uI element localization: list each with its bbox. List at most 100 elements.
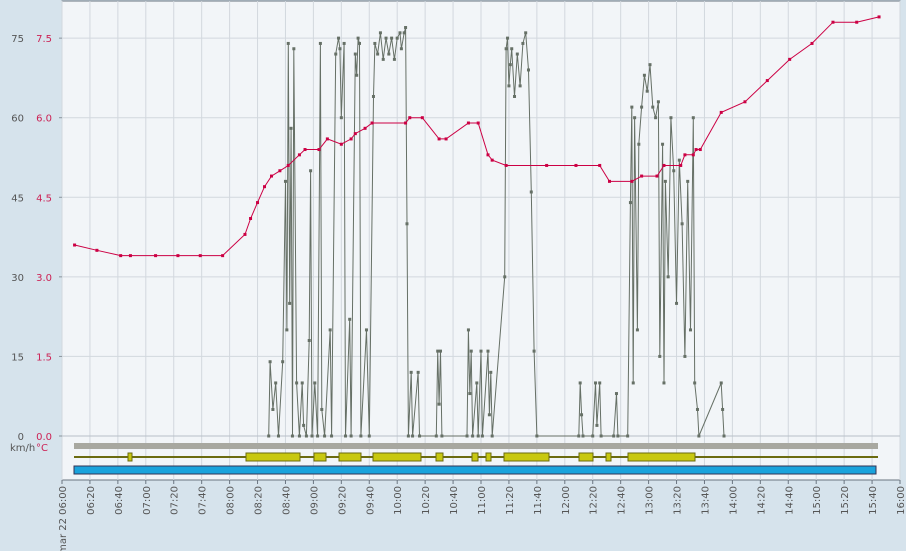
- y2-tick-label: 1.5: [36, 352, 52, 363]
- x-tick-label: 11:00: [477, 486, 488, 515]
- point: [535, 434, 539, 438]
- point: [469, 349, 473, 353]
- segment: [471, 452, 479, 462]
- point: [651, 105, 655, 109]
- point: [297, 434, 301, 438]
- point: [574, 163, 578, 167]
- y2-tick-label: 6.0: [36, 114, 52, 125]
- session-bar: [73, 465, 877, 475]
- point: [438, 349, 442, 353]
- x-tick-label: 10:40: [449, 486, 460, 515]
- point: [635, 328, 639, 332]
- y2-tick-label: 4.5: [36, 193, 52, 204]
- point: [283, 179, 287, 183]
- point: [663, 179, 667, 183]
- point: [658, 354, 662, 358]
- point: [381, 57, 385, 61]
- point: [390, 36, 394, 40]
- point: [395, 36, 399, 40]
- point: [367, 434, 371, 438]
- point: [198, 254, 202, 258]
- point: [288, 301, 292, 305]
- point: [721, 407, 725, 411]
- point: [402, 31, 406, 35]
- point: [679, 163, 683, 167]
- point: [545, 163, 549, 167]
- point: [325, 137, 329, 141]
- y-tick-label: 30: [11, 273, 24, 284]
- point: [475, 381, 479, 385]
- y-tick-label: 45: [11, 193, 24, 204]
- segment: [605, 452, 612, 462]
- point: [404, 121, 408, 125]
- x-tick-label: 14:40: [784, 486, 795, 515]
- point: [342, 41, 346, 45]
- point: [465, 434, 469, 438]
- x-tick-label: 09:00: [309, 486, 320, 515]
- point: [524, 31, 528, 35]
- x-tick-label: 12:00: [561, 486, 572, 515]
- x-tick-label: 13:20: [673, 486, 684, 515]
- point: [654, 116, 658, 120]
- point: [598, 163, 602, 167]
- point: [645, 89, 649, 93]
- point: [591, 434, 595, 438]
- point: [490, 434, 494, 438]
- x-tick-label: 13:00: [645, 486, 656, 515]
- point: [479, 349, 483, 353]
- point: [318, 41, 322, 45]
- point: [330, 434, 334, 438]
- point: [877, 15, 881, 19]
- point: [686, 179, 690, 183]
- point: [486, 153, 490, 157]
- point: [289, 126, 293, 130]
- point: [348, 317, 352, 321]
- series-layer: [73, 15, 881, 438]
- point: [580, 413, 584, 417]
- point: [274, 381, 278, 385]
- point: [323, 434, 327, 438]
- x-tick-label: 10:00: [393, 486, 404, 515]
- point: [373, 41, 377, 45]
- point: [176, 254, 180, 258]
- point: [765, 79, 769, 83]
- point: [683, 153, 687, 157]
- point: [656, 100, 660, 104]
- point: [616, 434, 620, 438]
- point: [504, 47, 508, 51]
- y2-tick-label: 3.0: [36, 273, 52, 284]
- point: [631, 381, 635, 385]
- x-tick-label: 12:40: [617, 486, 628, 515]
- point: [578, 381, 582, 385]
- segment: [127, 452, 133, 462]
- point: [370, 121, 374, 125]
- y2-tick-label: 7.5: [36, 34, 52, 45]
- point: [466, 328, 470, 332]
- x-tick-label: 11:20: [505, 486, 516, 515]
- point: [518, 84, 522, 88]
- segment: [435, 452, 444, 462]
- point: [119, 254, 123, 258]
- point: [672, 169, 676, 173]
- point: [743, 100, 747, 104]
- point: [437, 402, 441, 406]
- point: [722, 434, 726, 438]
- segment: [578, 452, 594, 462]
- point: [532, 349, 536, 353]
- point: [271, 407, 275, 411]
- point: [698, 148, 702, 152]
- point: [387, 52, 391, 56]
- point: [640, 174, 644, 178]
- point: [683, 354, 687, 358]
- point: [694, 148, 698, 152]
- point: [406, 434, 410, 438]
- x-tick-label: 09:40: [365, 486, 376, 515]
- x-tick-label: 13:40: [700, 486, 711, 515]
- point: [276, 434, 280, 438]
- point: [468, 392, 472, 396]
- point: [376, 52, 380, 56]
- point: [285, 328, 289, 332]
- segment: [627, 452, 696, 462]
- point: [344, 434, 348, 438]
- point: [353, 132, 357, 136]
